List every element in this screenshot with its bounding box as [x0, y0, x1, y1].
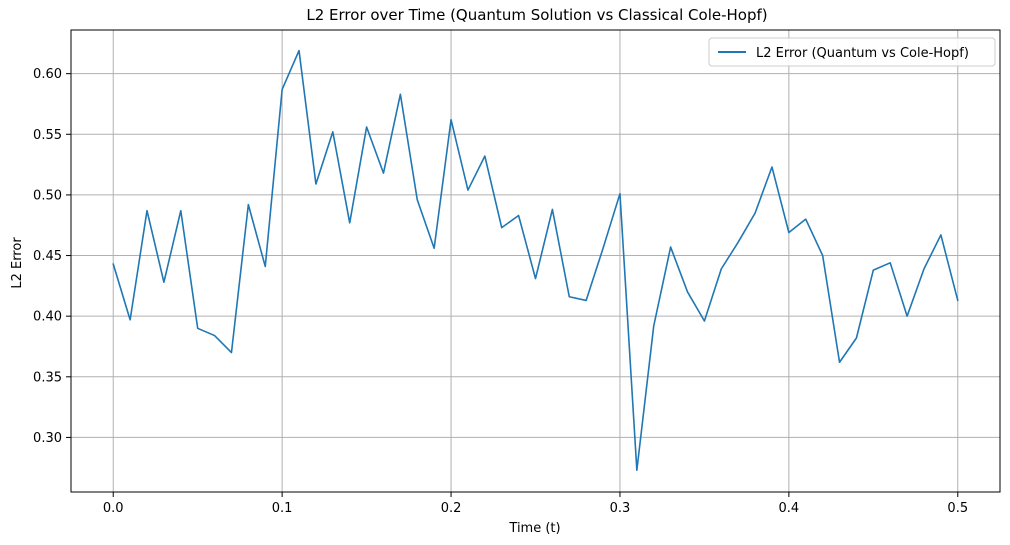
x-tick-label: 0.2	[441, 501, 462, 516]
grid-lines	[71, 30, 1000, 492]
y-tick-label: 0.50	[33, 188, 62, 203]
chart-title: L2 Error over Time (Quantum Solution vs …	[306, 6, 767, 24]
x-tick-label: 0.1	[272, 501, 293, 516]
x-tick-label: 0.4	[779, 501, 800, 516]
series-line	[112, 49, 959, 471]
plot-frame	[70, 29, 1001, 493]
y-tick-label: 0.40	[33, 310, 62, 325]
y-tick-label: 0.35	[33, 370, 62, 385]
y-tick-label: 0.55	[33, 128, 62, 143]
x-axis-ticks: 0.0 0.1 0.2 0.3 0.4 0.5	[103, 492, 968, 516]
x-axis-label: Time (t)	[508, 521, 560, 536]
y-tick-label: 0.45	[33, 249, 62, 264]
legend-box	[708, 37, 996, 67]
y-axis-label: L2 Error	[10, 237, 25, 289]
x-tick-label: 0.3	[610, 501, 631, 516]
legend: L2 Error (Quantum vs Cole-Hopf)	[708, 37, 996, 67]
legend-entry-label: L2 Error (Quantum vs Cole-Hopf)	[756, 46, 969, 61]
x-tick-label: 0.5	[947, 501, 968, 516]
y-tick-label: 0.30	[33, 431, 62, 446]
x-tick-label: 0.0	[103, 501, 124, 516]
series-layer	[112, 49, 959, 471]
y-axis-ticks: 0.30 0.35 0.40 0.45 0.50 0.55 0.60	[33, 67, 71, 446]
y-tick-label: 0.60	[33, 67, 62, 82]
